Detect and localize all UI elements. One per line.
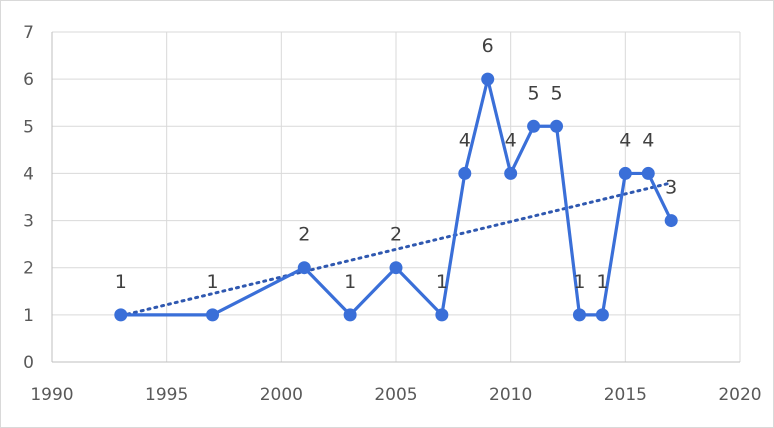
data-label: 2	[298, 224, 310, 246]
data-point	[206, 308, 220, 322]
y-tick-label: 6	[23, 70, 34, 90]
tick-labels: 1990 1995 2000 2005 2010 2015 2020 0 1 2 3 4 5 6 7	[23, 23, 761, 405]
x-tick-label: 1995	[145, 385, 188, 405]
x-tick-label: 2010	[489, 385, 532, 405]
data-point	[550, 119, 564, 133]
data-point	[572, 308, 586, 322]
y-tick-label: 5	[23, 117, 34, 137]
y-tick-label: 4	[23, 164, 34, 184]
y-tick-label: 3	[23, 212, 34, 232]
x-tick-label: 2015	[604, 385, 647, 405]
axes	[51, 32, 740, 363]
x-tick-label: 2000	[260, 385, 303, 405]
data-label: 4	[619, 129, 631, 151]
data-point	[527, 119, 541, 133]
data-point	[435, 308, 449, 322]
trendline-layer	[119, 181, 673, 318]
data-point	[343, 308, 357, 322]
data-label: 3	[665, 177, 677, 199]
data-point	[618, 166, 632, 180]
data-point	[504, 166, 518, 180]
y-tick-label: 7	[23, 23, 34, 43]
y-tick-label: 1	[23, 306, 34, 326]
data-label: 6	[482, 35, 494, 57]
x-tick-label: 1990	[30, 385, 73, 405]
data-label: 1	[596, 271, 608, 293]
y-tick-label: 0	[23, 353, 34, 373]
data-label: 1	[436, 271, 448, 293]
data-label: 1	[115, 271, 127, 293]
series-layer	[114, 72, 678, 322]
data-point	[114, 308, 128, 322]
grid	[52, 31, 741, 362]
data-label: 5	[528, 82, 540, 104]
data-point	[481, 72, 495, 86]
trendline	[119, 181, 673, 318]
x-tick-label: 2020	[718, 385, 761, 405]
data-point	[458, 166, 472, 180]
x-tick-label: 2005	[374, 385, 417, 405]
data-point	[595, 308, 609, 322]
data-label: 1	[206, 271, 218, 293]
data-label: 1	[573, 271, 585, 293]
data-point	[389, 261, 403, 275]
data-label: 5	[550, 82, 562, 104]
data-point	[297, 261, 311, 275]
y-tick-label: 2	[23, 259, 34, 279]
data-label: 2	[390, 224, 402, 246]
data-label: 1	[344, 271, 356, 293]
data-label: 4	[642, 129, 654, 151]
data-point	[664, 214, 678, 228]
data-label: 4	[459, 129, 471, 151]
data-label: 4	[505, 129, 517, 151]
data-point	[641, 166, 655, 180]
series-line	[120, 77, 673, 317]
